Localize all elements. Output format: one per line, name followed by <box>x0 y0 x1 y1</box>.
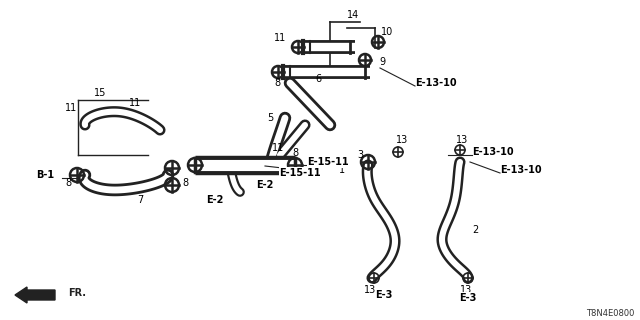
Text: 13: 13 <box>460 285 472 295</box>
Text: T8N4E0800: T8N4E0800 <box>586 308 634 317</box>
Text: 11: 11 <box>65 103 77 113</box>
FancyArrow shape <box>15 287 55 303</box>
Text: 8: 8 <box>182 178 188 188</box>
Text: 8: 8 <box>274 78 280 88</box>
Text: B-1: B-1 <box>36 170 54 180</box>
Text: 6: 6 <box>315 74 321 84</box>
Text: 13: 13 <box>456 135 468 145</box>
Text: E-3: E-3 <box>460 293 477 303</box>
Text: E-2: E-2 <box>206 195 224 205</box>
Text: 10: 10 <box>381 27 393 37</box>
Text: 11: 11 <box>274 33 286 43</box>
Text: E-13-10: E-13-10 <box>500 165 541 175</box>
Text: E-2: E-2 <box>256 180 274 190</box>
Text: 8: 8 <box>292 148 298 158</box>
Text: FR.: FR. <box>68 288 86 298</box>
Text: E-13-10: E-13-10 <box>472 147 514 157</box>
Text: 13: 13 <box>396 135 408 145</box>
Text: 1: 1 <box>339 165 345 175</box>
Text: 11: 11 <box>129 98 141 108</box>
Text: 8: 8 <box>65 178 71 188</box>
Text: 14: 14 <box>347 10 359 20</box>
Text: 9: 9 <box>379 57 385 67</box>
Text: 2: 2 <box>472 225 478 235</box>
Text: 5: 5 <box>267 113 273 123</box>
Text: 3: 3 <box>357 150 363 160</box>
Text: 13: 13 <box>364 285 376 295</box>
Text: E-13-10: E-13-10 <box>415 78 456 88</box>
Text: 7: 7 <box>137 195 143 205</box>
Text: E-15-11: E-15-11 <box>307 157 349 167</box>
Text: E-15-11: E-15-11 <box>279 168 321 178</box>
Text: 15: 15 <box>94 88 106 98</box>
Text: 11: 11 <box>272 143 284 153</box>
Text: E-3: E-3 <box>375 290 393 300</box>
